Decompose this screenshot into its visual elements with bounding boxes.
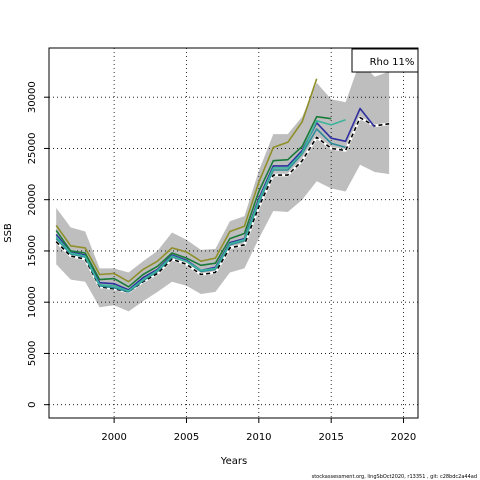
- y-axis-title: SSB: [3, 223, 14, 243]
- y-tick-label-25000: 25000: [27, 132, 38, 164]
- y-tick-label-0: 0: [27, 402, 38, 408]
- y-tick-label-10000: 10000: [27, 286, 38, 318]
- grid: [49, 48, 418, 418]
- y-tick-label-30000: 30000: [27, 81, 38, 113]
- series-line-1: [55, 128, 346, 293]
- x-axis-title: Years: [220, 456, 247, 467]
- x-axis: 2000 2005 2010 2015 2020: [101, 418, 416, 443]
- legend-rho-label: Rho 11%: [370, 57, 415, 68]
- x-tick-label-2015: 2015: [318, 432, 343, 443]
- y-axis: 0 5000 10000 15000 20000 25000 30000: [27, 81, 49, 408]
- y-tick-label-5000: 5000: [27, 341, 38, 366]
- x-tick-label-2020: 2020: [391, 432, 416, 443]
- confidence-band-area: [56, 61, 390, 312]
- series-line-0: [55, 116, 390, 293]
- legend: Rho 11%: [351, 48, 419, 73]
- confidence-band: [56, 61, 390, 312]
- y-tick-label-15000: 15000: [27, 235, 38, 267]
- x-tick-label-2005: 2005: [174, 432, 199, 443]
- footer-credit: stockassessment.org, lingSbOct2020, r133…: [312, 474, 477, 480]
- x-tick-label-2000: 2000: [101, 432, 126, 443]
- legend-box: [351, 48, 419, 73]
- series-line-5: [55, 78, 318, 283]
- series-line-3: [55, 118, 346, 292]
- y-tick-label-20000: 20000: [27, 184, 38, 216]
- series-line-4: [55, 115, 332, 288]
- x-tick-label-2010: 2010: [246, 432, 271, 443]
- plot-frame: [48, 47, 419, 419]
- series-lines: [55, 78, 390, 294]
